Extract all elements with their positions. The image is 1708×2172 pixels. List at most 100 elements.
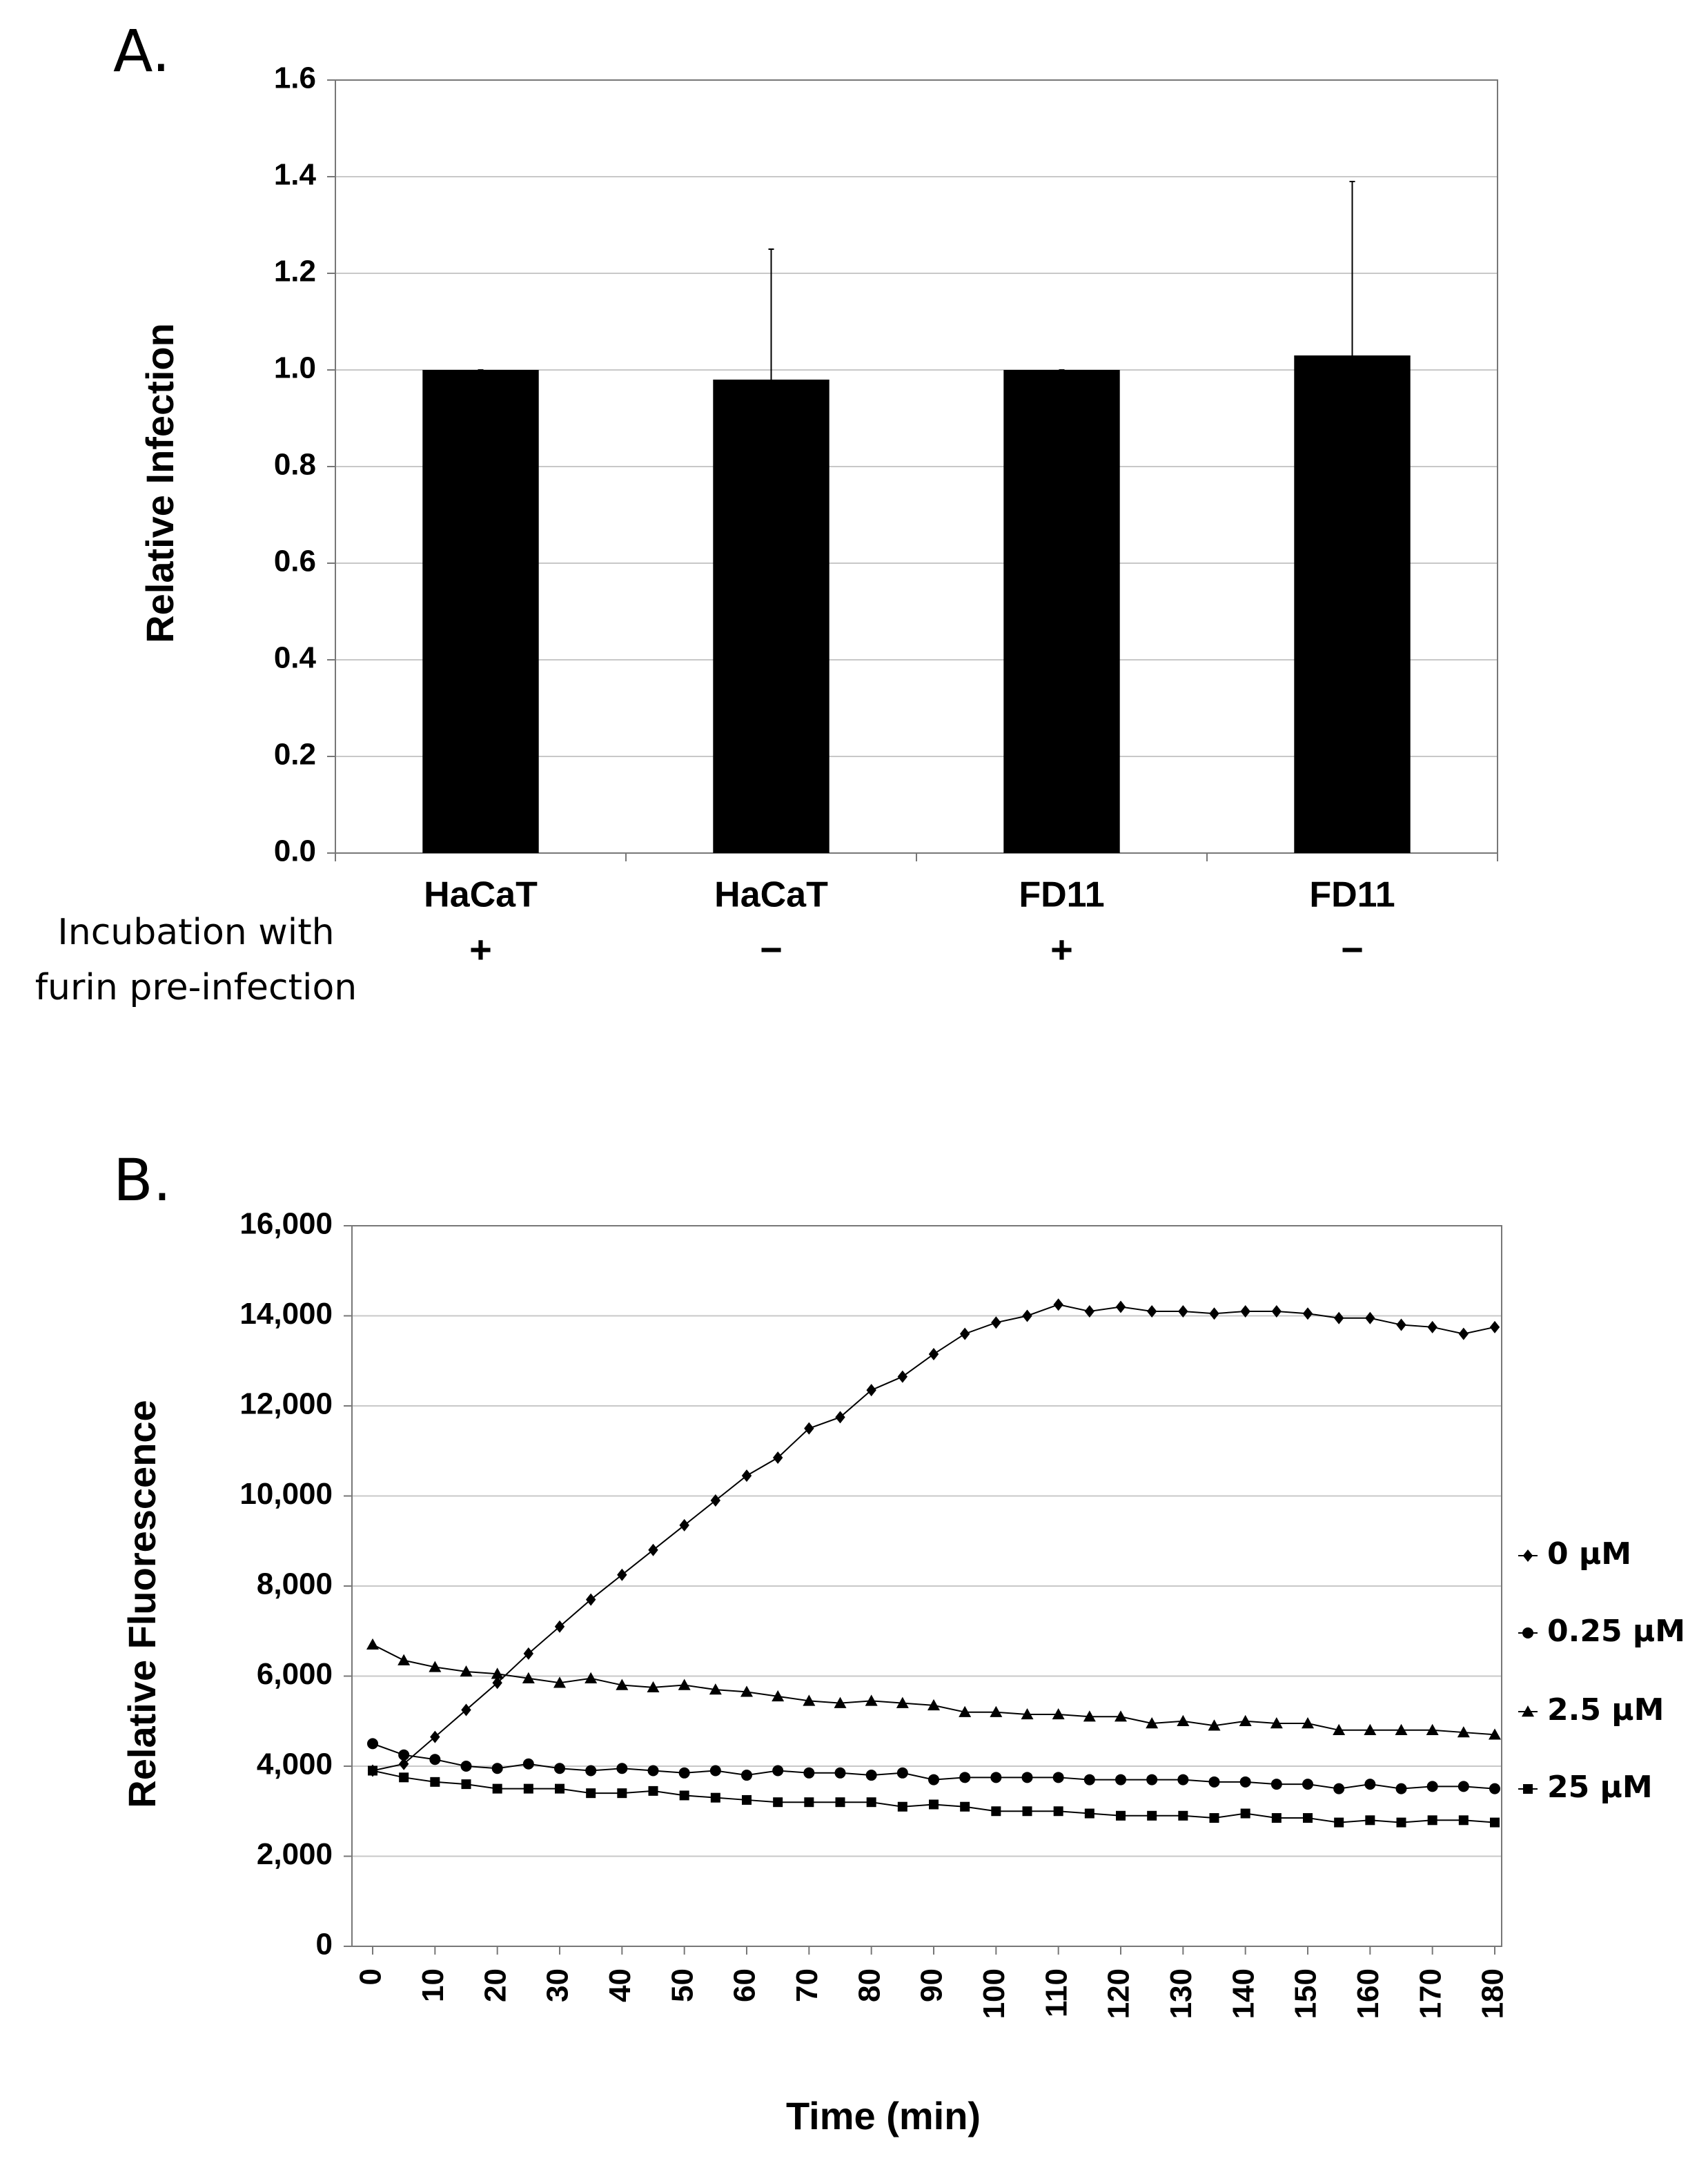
marker: [1270, 1779, 1282, 1790]
y-tick-label: 0.8: [274, 448, 316, 482]
marker: [1522, 1705, 1534, 1717]
marker: [461, 1779, 471, 1790]
marker: [1271, 1813, 1282, 1823]
marker: [1302, 1307, 1313, 1320]
marker: [1427, 1815, 1437, 1826]
marker: [1084, 1808, 1095, 1819]
x-axis-title: Time (min): [786, 2094, 981, 2137]
x-tick-label: 30: [541, 1968, 575, 2002]
legend-label: 25 μM: [1547, 1770, 1653, 1805]
x-sublabel: +: [1050, 928, 1073, 971]
marker: [928, 1347, 939, 1360]
marker: [678, 1767, 690, 1779]
bar: [1003, 370, 1120, 853]
y-tick-label: 0: [316, 1928, 333, 1961]
marker: [866, 1797, 876, 1808]
marker: [1178, 1810, 1188, 1821]
marker: [896, 1696, 909, 1708]
marker: [959, 1772, 971, 1783]
x-sublabel: −: [1341, 928, 1364, 971]
marker: [710, 1494, 721, 1507]
marker: [461, 1703, 471, 1716]
marker: [928, 1774, 939, 1785]
marker: [1053, 1298, 1063, 1311]
marker: [1489, 1783, 1500, 1794]
marker: [647, 1681, 660, 1693]
marker: [1302, 1779, 1313, 1790]
marker: [586, 1788, 596, 1799]
y-axis-title: Relative Infection: [138, 323, 181, 643]
marker: [1209, 1307, 1219, 1320]
marker: [990, 1705, 1003, 1717]
marker: [1239, 1776, 1251, 1788]
x-tick-label: 90: [915, 1968, 949, 2002]
y-tick-label: 1.4: [274, 158, 317, 192]
marker: [1115, 1710, 1127, 1722]
x-tick-label: 170: [1413, 1968, 1447, 2019]
marker: [1083, 1710, 1096, 1722]
marker: [648, 1785, 658, 1796]
marker: [1021, 1772, 1033, 1783]
marker: [398, 1757, 409, 1770]
marker: [368, 1765, 377, 1776]
marker: [834, 1696, 847, 1708]
marker: [1146, 1774, 1158, 1785]
marker: [1053, 1806, 1063, 1817]
y-axis-title: Relative Fluorescence: [120, 1400, 164, 1808]
marker: [1333, 1783, 1345, 1794]
x-tick-label: HaCaT: [424, 875, 538, 915]
marker: [709, 1765, 721, 1777]
marker: [927, 1699, 940, 1711]
marker: [803, 1694, 816, 1706]
marker: [991, 1806, 1001, 1817]
marker: [1240, 1304, 1250, 1318]
marker: [897, 1801, 907, 1812]
marker: [1396, 1817, 1406, 1828]
marker: [553, 1676, 566, 1688]
marker: [1303, 1813, 1313, 1823]
panel-label: B.: [113, 1146, 171, 1214]
marker: [959, 1327, 970, 1340]
y-tick-label: 10,000: [239, 1477, 333, 1511]
y-tick-label: 6,000: [257, 1657, 333, 1691]
marker: [741, 1770, 752, 1781]
marker: [1022, 1806, 1032, 1817]
marker: [555, 1783, 565, 1794]
marker: [991, 1316, 1001, 1329]
x-axis-title: Incubation with: [57, 912, 334, 953]
marker: [865, 1770, 877, 1781]
marker: [1115, 1300, 1126, 1313]
x-tick-label: 50: [665, 1968, 699, 2002]
marker: [1333, 1311, 1344, 1324]
marker: [585, 1765, 597, 1777]
x-tick-label: HaCaT: [714, 875, 828, 915]
marker: [1208, 1776, 1220, 1788]
x-axis-title: furin pre-infection: [35, 967, 357, 1008]
x-tick-label: FD11: [1019, 875, 1104, 915]
marker: [960, 1801, 970, 1812]
marker: [1240, 1808, 1250, 1819]
marker: [865, 1694, 878, 1706]
y-tick-label: 1.6: [274, 61, 316, 95]
marker: [772, 1451, 783, 1465]
y-tick-label: 0.2: [274, 738, 316, 772]
marker: [616, 1679, 629, 1690]
marker: [835, 1797, 845, 1808]
x-tick-label: 40: [603, 1968, 637, 2002]
marker: [1270, 1717, 1283, 1729]
marker: [491, 1667, 504, 1679]
y-tick-label: 0.0: [274, 834, 316, 868]
x-sublabel: +: [469, 928, 492, 971]
marker: [773, 1797, 783, 1808]
x-tick-label: 150: [1289, 1968, 1323, 2019]
marker: [1116, 1810, 1126, 1821]
marker: [554, 1620, 565, 1633]
y-tick-label: 0.6: [274, 545, 316, 578]
marker: [1302, 1717, 1314, 1729]
marker: [1458, 1815, 1469, 1826]
legend-label: 2.5 μM: [1547, 1692, 1664, 1728]
marker: [1396, 1318, 1406, 1331]
x-tick-label: 80: [852, 1968, 886, 2002]
